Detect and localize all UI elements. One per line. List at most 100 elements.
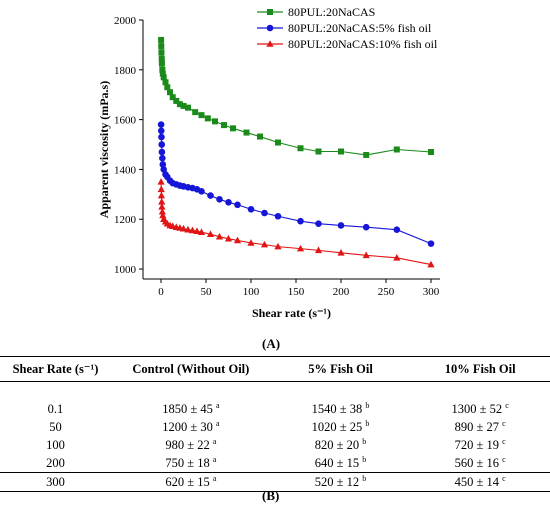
data-point xyxy=(234,201,241,209)
data-point xyxy=(193,227,201,234)
data-point xyxy=(207,192,214,199)
data-point xyxy=(206,230,215,237)
data-point xyxy=(296,244,305,252)
series-1 xyxy=(158,36,434,158)
cell-shear-rate: 50 xyxy=(49,419,62,434)
x-tick-label: 250 xyxy=(378,286,395,298)
panel-label-b: (B) xyxy=(262,488,280,503)
series-line xyxy=(160,124,432,245)
cell-fish-oil-5: 1540 ± 38 b xyxy=(311,400,370,416)
data-point xyxy=(180,102,187,109)
cell-control: 620 ± 15 a xyxy=(110,472,271,492)
data-point xyxy=(393,226,401,233)
y-axis-label: Apparent viscosity (mPa.s) xyxy=(97,81,111,218)
data-point xyxy=(233,236,242,244)
data-point xyxy=(185,104,191,111)
header-control: Control (Without Oil) xyxy=(110,356,271,382)
data-point xyxy=(158,36,165,43)
cell-fish-oil-5: 820 ± 20 b xyxy=(314,436,367,452)
data-point xyxy=(243,129,250,136)
header-fish-oil-5: 5% Fish Oil xyxy=(270,356,411,382)
data-point xyxy=(198,112,205,119)
y-tick-label: 1400 xyxy=(114,164,137,176)
data-point xyxy=(197,228,206,235)
y-tick-label: 1600 xyxy=(114,115,137,127)
legend-label: 80PUL:20NaCAS:5% fish oil xyxy=(288,21,432,35)
data-point xyxy=(393,146,400,153)
table-row: 100 980 ± 22 a 820 ± 20 b 720 ± 19 c xyxy=(0,436,550,454)
data-point xyxy=(157,127,165,135)
data-point xyxy=(337,249,345,256)
y-tick-label: 1200 xyxy=(114,214,137,226)
data-point xyxy=(159,211,167,219)
cell-shear-rate: 200 xyxy=(46,455,65,470)
x-axis-label: Shear rate (s⁻¹) xyxy=(252,306,331,320)
cell-control: 750 ± 18 a xyxy=(165,454,217,470)
y-tick-label: 2000 xyxy=(114,15,137,27)
viscosity-table: Shear Rate (s⁻¹) Control (Without Oil) 5… xyxy=(0,356,550,492)
data-point xyxy=(230,125,236,132)
data-point xyxy=(158,49,165,56)
data-point xyxy=(176,101,183,108)
data-point xyxy=(275,139,281,146)
data-point xyxy=(225,198,232,206)
x-tick-label: 200 xyxy=(333,286,350,298)
data-point xyxy=(315,220,322,228)
data-point xyxy=(204,115,211,122)
cell-shear-rate: 300 xyxy=(0,472,111,492)
x-tick-label: 50 xyxy=(201,286,213,298)
data-point xyxy=(393,254,401,261)
data-point xyxy=(160,74,167,81)
data-point xyxy=(169,94,176,101)
cell-fish-oil-5: 520 ± 12 b xyxy=(270,472,411,492)
data-point xyxy=(247,205,255,213)
data-point xyxy=(159,66,166,73)
cell-fish-oil-10: 450 ± 14 c xyxy=(410,472,550,492)
legend-label: 80PUL:20NaCAS:10% fish oil xyxy=(288,37,438,51)
header-fish-oil-10: 10% Fish Oil xyxy=(410,356,550,382)
data-point xyxy=(224,234,233,242)
panel-label-a: (A) xyxy=(262,336,281,351)
data-point xyxy=(337,222,345,229)
data-point xyxy=(158,148,166,156)
x-tick-label: 0 xyxy=(158,286,164,298)
series-2 xyxy=(157,121,435,247)
data-point xyxy=(158,43,165,50)
x-tick-label: 150 xyxy=(288,286,305,298)
data-point xyxy=(179,224,188,232)
data-point xyxy=(297,145,304,152)
data-point xyxy=(157,178,165,185)
data-point xyxy=(192,109,199,116)
data-point xyxy=(198,188,205,195)
cell-fish-oil-10: 720 ± 19 c xyxy=(454,436,506,452)
data-point xyxy=(314,246,323,254)
legend-label: 80PUL:20NaCAS xyxy=(288,5,375,19)
data-point xyxy=(215,232,224,240)
data-point xyxy=(158,55,165,62)
data-point xyxy=(159,154,166,162)
data-point xyxy=(257,133,263,140)
data-point xyxy=(427,240,435,247)
data-point xyxy=(247,239,255,246)
data-point xyxy=(173,97,180,104)
x-tick-label: 300 xyxy=(423,286,440,298)
data-point xyxy=(260,240,269,248)
series-line xyxy=(160,39,432,156)
table-row: 300 620 ± 15 a 520 ± 12 b 450 ± 14 c xyxy=(0,472,550,492)
legend-marker xyxy=(266,40,274,47)
data-point xyxy=(158,60,165,67)
legend-marker xyxy=(266,24,274,32)
data-point xyxy=(212,118,218,125)
data-point xyxy=(297,217,304,225)
data-point xyxy=(167,89,173,96)
data-point xyxy=(362,251,370,259)
data-point xyxy=(184,225,192,233)
cell-control: 1200 ± 30 a xyxy=(162,418,220,434)
data-point xyxy=(157,191,166,199)
data-point xyxy=(158,197,166,205)
data-point xyxy=(157,185,165,193)
data-point xyxy=(274,212,282,220)
cell-shear-rate: 100 xyxy=(46,437,65,452)
chart-legend: 80PUL:20NaCAS 80PUL:20NaCAS:5% fish oil 80… xyxy=(257,5,438,51)
viscosity-chart: 0 50 100 150 200 250 300 1000 1200 1400 1600 1800 20… xyxy=(97,5,440,320)
